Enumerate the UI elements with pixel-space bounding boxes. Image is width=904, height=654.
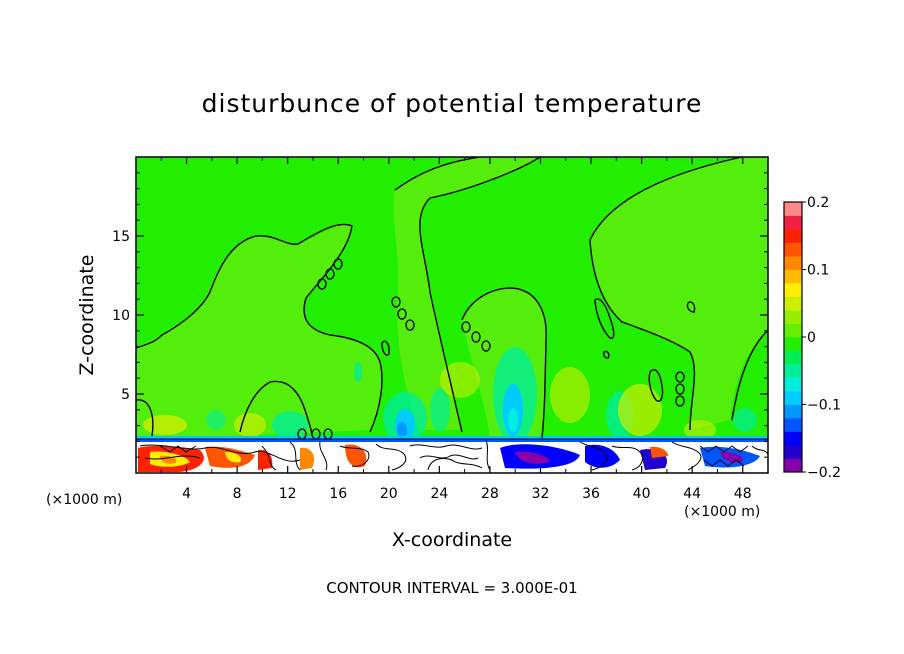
x-tick-label: 8 (233, 486, 242, 502)
colorbar-tick-label: −0.2 (807, 465, 841, 481)
colorbar-swatch (784, 337, 802, 351)
colorbar-tick-label: −0.1 (807, 398, 841, 414)
x-axis-ticks: 4 8 12 16 20 24 28 32 36 40 44 48 (160, 157, 752, 502)
x-tick-label: 40 (633, 486, 651, 502)
x-unit-label: (×1000 m) (684, 504, 760, 520)
colorbar-swatch (784, 310, 802, 324)
colorbar-swatch (784, 202, 802, 216)
colorbar-swatch (784, 269, 802, 284)
x-tick-label: 12 (279, 486, 297, 502)
x-axis-label: X-coordinate (392, 529, 512, 551)
contour-lines (136, 157, 768, 439)
contour-interval-note: CONTOUR INTERVAL = 3.000E-01 (326, 579, 577, 597)
colorbar-tick-label: 0.2 (807, 195, 829, 211)
colorbar-swatch (784, 283, 802, 297)
x-tick-label: 36 (582, 486, 600, 502)
colorbar-swatch (784, 364, 802, 378)
x-tick-label: 32 (532, 486, 550, 502)
colorbar (784, 202, 802, 473)
y-axis-ticks: 5 10 15 (112, 172, 768, 458)
colorbar-swatch (784, 256, 802, 270)
colorbar-swatch (784, 215, 802, 230)
colorbar-swatch (784, 418, 802, 432)
z-unit-label: (×1000 m) (46, 492, 122, 508)
x-tick-label: 20 (380, 486, 398, 502)
plot-area (136, 157, 768, 473)
colorbar-tick-label: 0.1 (807, 263, 829, 279)
colorbar-swatch (784, 391, 802, 405)
colorbar-tick-label: 0 (807, 330, 816, 346)
colorbar-swatch (784, 404, 802, 419)
colorbar-ticks: 0.2 0.1 0 −0.1 −0.2 (802, 195, 841, 481)
y-axis-label: Z-coordinate (76, 255, 98, 376)
x-tick-label: 4 (182, 486, 191, 502)
positive-anomaly-blobs (143, 362, 716, 440)
colorbar-swatch (784, 296, 802, 311)
x-tick-label: 48 (734, 486, 752, 502)
colorbar-swatch (784, 323, 802, 338)
colorbar-swatch (784, 431, 802, 446)
y-tick-label: 10 (112, 308, 130, 324)
y-tick-label: 15 (112, 229, 130, 245)
colorbar-swatch (784, 377, 802, 392)
colorbar-swatch (784, 229, 802, 243)
chart-title: disturbunce of potential temperature (202, 89, 703, 118)
negative-anomaly-blobs (206, 347, 757, 444)
turbulence-contours (136, 438, 768, 471)
boundary-layer (136, 436, 768, 473)
x-tick-label: 28 (481, 486, 499, 502)
y-tick-label: 5 (121, 387, 130, 403)
colorbar-swatch (784, 350, 802, 365)
x-tick-label: 44 (683, 486, 701, 502)
x-tick-label: 16 (329, 486, 347, 502)
colorbar-swatch (784, 242, 802, 257)
x-tick-label: 24 (430, 486, 448, 502)
colorbar-swatch (784, 445, 802, 459)
colorbar-swatch (784, 458, 802, 473)
